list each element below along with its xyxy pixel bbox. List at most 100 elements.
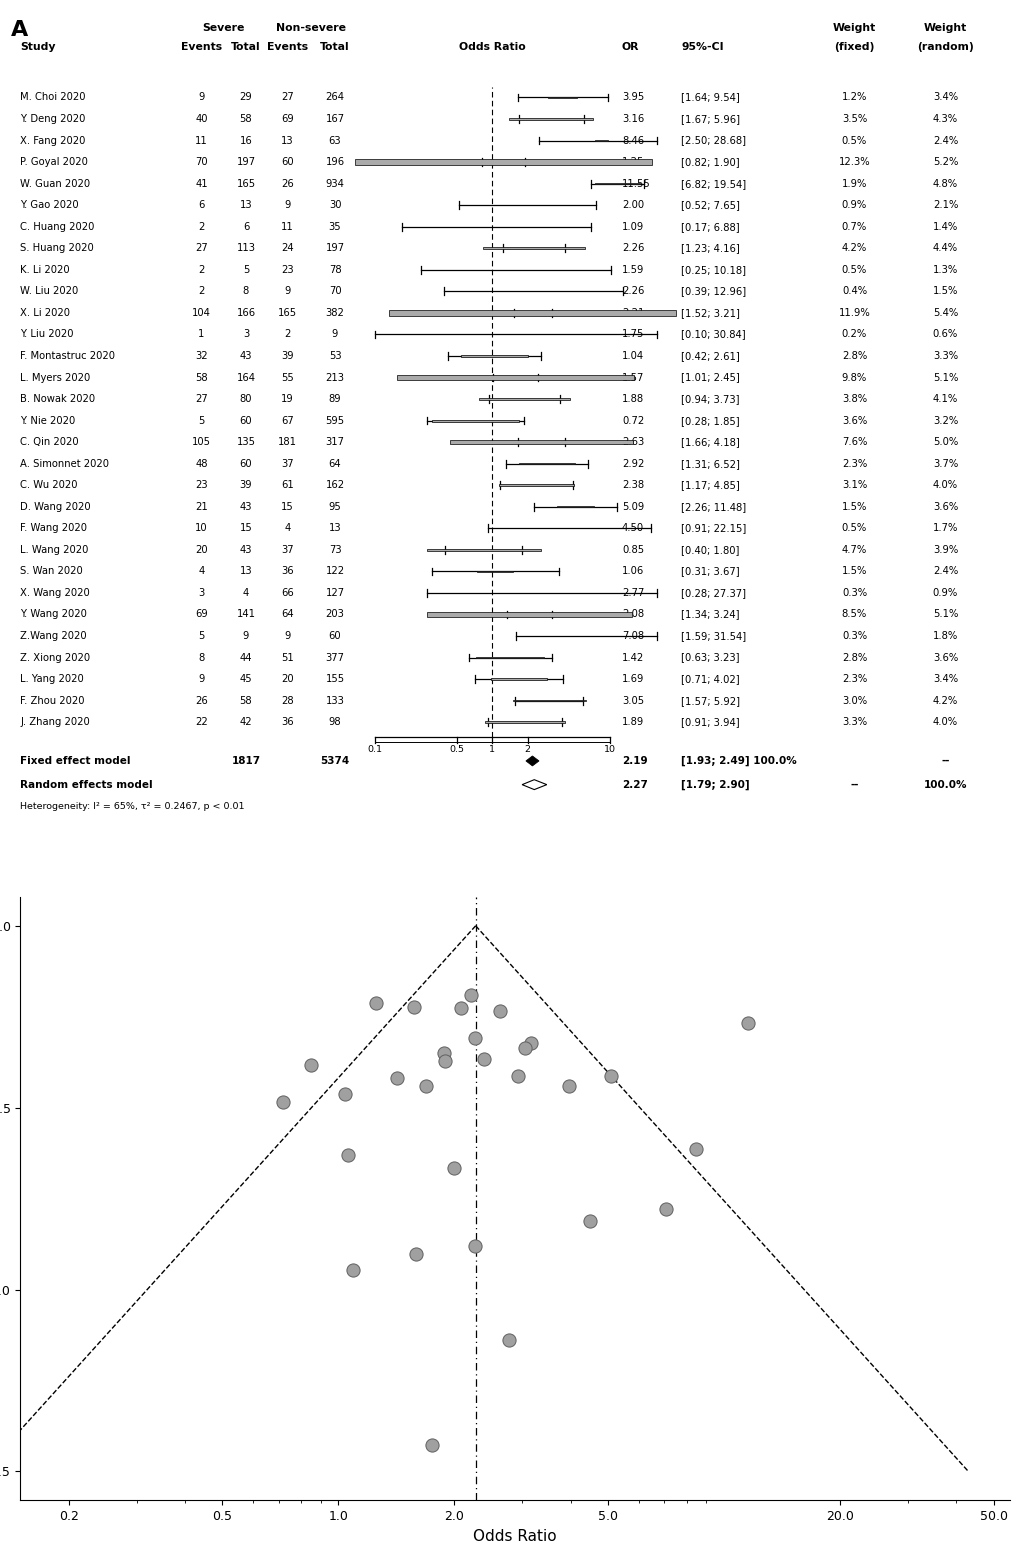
Text: 8.5%: 8.5% — [841, 610, 866, 619]
FancyBboxPatch shape — [449, 441, 633, 444]
FancyBboxPatch shape — [478, 399, 570, 400]
Text: 122: 122 — [325, 566, 344, 577]
Text: W. Guan 2020: W. Guan 2020 — [20, 178, 91, 189]
Text: 113: 113 — [236, 244, 255, 253]
Text: Z.Wang 2020: Z.Wang 2020 — [20, 631, 87, 641]
Text: 51: 51 — [281, 652, 293, 663]
Text: 162: 162 — [325, 480, 344, 491]
Text: 0.9%: 0.9% — [841, 200, 866, 209]
Text: Y. Nie 2020: Y. Nie 2020 — [20, 416, 75, 425]
Text: 127: 127 — [325, 588, 344, 599]
Text: 5.09: 5.09 — [622, 502, 644, 511]
Text: C. Huang 2020: C. Huang 2020 — [20, 222, 95, 231]
Text: F. Wang 2020: F. Wang 2020 — [20, 524, 88, 533]
Text: 98: 98 — [328, 717, 341, 727]
Text: 39: 39 — [239, 480, 252, 491]
Text: 2.8%: 2.8% — [841, 352, 866, 361]
Text: 8: 8 — [243, 286, 249, 297]
Text: X. Li 2020: X. Li 2020 — [20, 308, 70, 317]
Text: [0.28; 1.85]: [0.28; 1.85] — [681, 416, 739, 425]
Text: 24: 24 — [281, 244, 293, 253]
Text: (random): (random) — [916, 42, 973, 52]
Text: 30: 30 — [328, 200, 341, 209]
Text: 0.9%: 0.9% — [932, 588, 957, 599]
Text: [1.57; 5.92]: [1.57; 5.92] — [681, 696, 740, 705]
Text: 141: 141 — [236, 610, 255, 619]
Text: 29: 29 — [239, 92, 252, 103]
Text: 167: 167 — [325, 114, 344, 123]
Text: 63: 63 — [328, 136, 341, 145]
Text: 3.2%: 3.2% — [932, 416, 957, 425]
Text: 1.2%: 1.2% — [841, 92, 866, 103]
Text: 4.0%: 4.0% — [932, 717, 957, 727]
Text: 2.4%: 2.4% — [932, 566, 957, 577]
Text: W. Liu 2020: W. Liu 2020 — [20, 286, 78, 297]
Text: 203: 203 — [325, 610, 344, 619]
Text: 0.3%: 0.3% — [841, 588, 866, 599]
Text: 2: 2 — [198, 264, 205, 275]
Text: 2.63: 2.63 — [622, 438, 644, 447]
Text: 9: 9 — [198, 674, 205, 685]
Text: 70: 70 — [328, 286, 341, 297]
Text: [0.42; 2.61]: [0.42; 2.61] — [681, 352, 740, 361]
Text: 4.2%: 4.2% — [841, 244, 866, 253]
Text: 1.8%: 1.8% — [932, 631, 957, 641]
Text: 36: 36 — [281, 566, 293, 577]
Text: 15: 15 — [239, 524, 252, 533]
Text: [1.31; 6.52]: [1.31; 6.52] — [681, 458, 740, 469]
Text: 135: 135 — [236, 438, 255, 447]
Text: 39: 39 — [281, 352, 293, 361]
Text: 20: 20 — [281, 674, 293, 685]
Text: 13: 13 — [281, 136, 293, 145]
Text: 4: 4 — [243, 588, 249, 599]
Text: 1.42: 1.42 — [622, 652, 644, 663]
Text: 2.3%: 2.3% — [841, 674, 866, 685]
Text: 3: 3 — [243, 330, 249, 339]
Text: Weight: Weight — [923, 23, 966, 33]
Text: L. Myers 2020: L. Myers 2020 — [20, 372, 91, 383]
Text: 27: 27 — [195, 394, 208, 405]
Text: [0.10; 30.84]: [0.10; 30.84] — [681, 330, 745, 339]
Text: 3.6%: 3.6% — [841, 416, 866, 425]
Text: [0.39; 12.96]: [0.39; 12.96] — [681, 286, 746, 297]
Text: 26: 26 — [281, 178, 293, 189]
Text: 264: 264 — [325, 92, 344, 103]
FancyBboxPatch shape — [508, 119, 593, 120]
Text: 377: 377 — [325, 652, 344, 663]
Text: 595: 595 — [325, 416, 344, 425]
Text: 22: 22 — [195, 717, 208, 727]
Text: 95%-CI: 95%-CI — [681, 42, 723, 52]
Text: Total: Total — [231, 42, 261, 52]
Text: 2.92: 2.92 — [622, 458, 644, 469]
Text: 11.55: 11.55 — [622, 178, 650, 189]
Text: (fixed): (fixed) — [834, 42, 874, 52]
Text: [1.52; 3.21]: [1.52; 3.21] — [681, 308, 740, 317]
Text: 104: 104 — [192, 308, 211, 317]
Text: 15: 15 — [281, 502, 293, 511]
Text: 5: 5 — [198, 631, 205, 641]
Text: L. Yang 2020: L. Yang 2020 — [20, 674, 85, 685]
Text: J. Zhang 2020: J. Zhang 2020 — [20, 717, 90, 727]
Text: 5.2%: 5.2% — [932, 158, 957, 167]
Text: 4.7%: 4.7% — [841, 545, 866, 555]
Text: 1.69: 1.69 — [622, 674, 644, 685]
Text: 1.3%: 1.3% — [932, 264, 957, 275]
Text: Y. Wang 2020: Y. Wang 2020 — [20, 610, 88, 619]
Text: 3.16: 3.16 — [622, 114, 644, 123]
FancyBboxPatch shape — [513, 700, 585, 702]
Text: 12.3%: 12.3% — [838, 158, 869, 167]
Text: [0.25; 10.18]: [0.25; 10.18] — [681, 264, 746, 275]
Text: 69: 69 — [281, 114, 293, 123]
Text: 44: 44 — [239, 652, 252, 663]
Text: 3.3%: 3.3% — [932, 352, 957, 361]
Text: 5374: 5374 — [320, 756, 350, 766]
Text: P. Goyal 2020: P. Goyal 2020 — [20, 158, 89, 167]
Text: 0.5%: 0.5% — [841, 524, 866, 533]
Text: 2.77: 2.77 — [622, 588, 644, 599]
Text: 26: 26 — [195, 696, 208, 705]
Text: 3.5%: 3.5% — [841, 114, 866, 123]
Polygon shape — [526, 756, 538, 766]
Text: 0.5%: 0.5% — [841, 136, 866, 145]
Text: 4.50: 4.50 — [622, 524, 643, 533]
X-axis label: Odds Ratio: Odds Ratio — [473, 1529, 556, 1544]
